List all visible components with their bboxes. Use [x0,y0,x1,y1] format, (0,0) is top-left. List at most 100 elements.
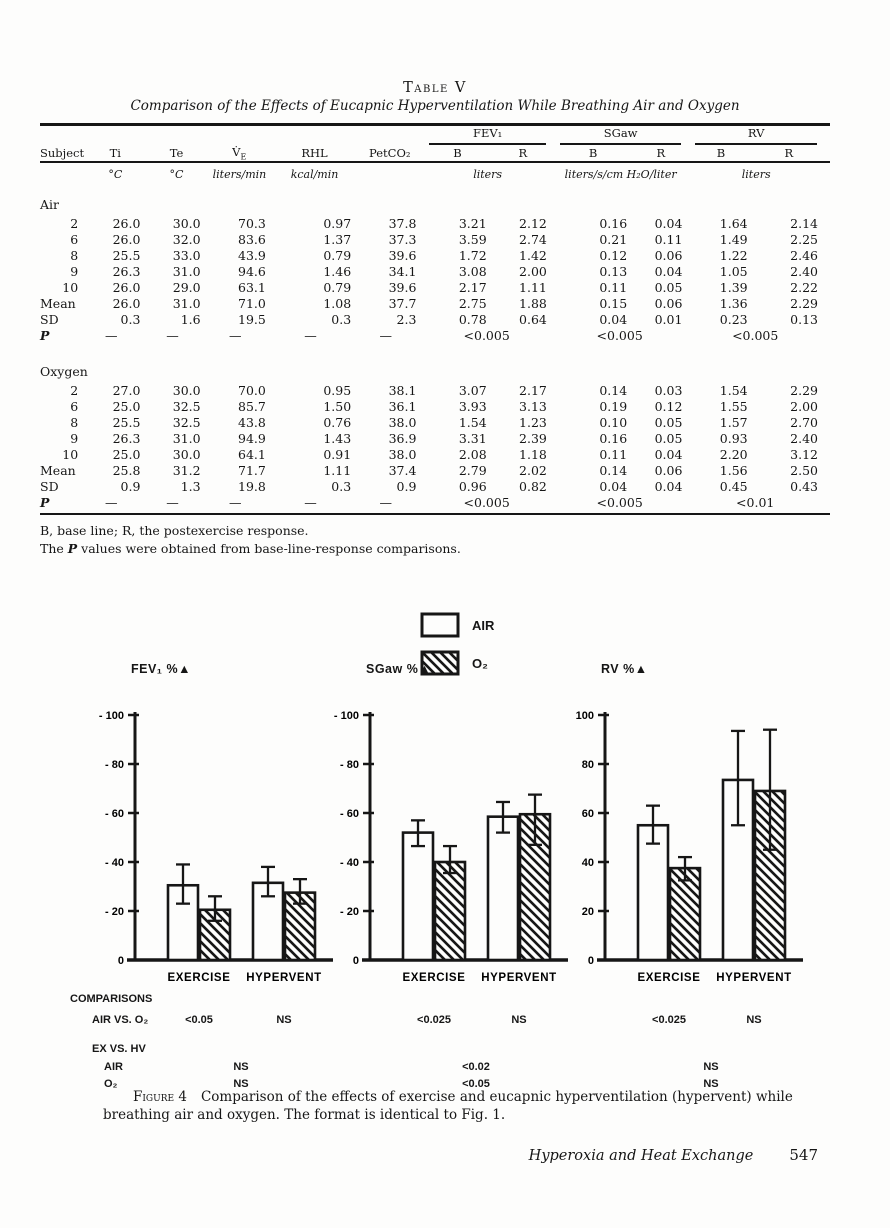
table-cell: 33.0 [172,247,201,263]
bar [401,831,435,962]
table-cell: 1.08 [323,295,352,311]
chart-sgaw: SGaw %▲ 0 - 20 - 40 - 60 - 80 - 100 EXERCISE HY… [320,662,570,998]
table-cell: 0.05 [654,430,683,446]
table-label: Table V [403,80,467,96]
col-sgaw-b: B [558,145,640,164]
table-cell: Mean [40,462,76,478]
table-cell: 64.1 [238,446,266,462]
chart-rv: RV %▲ 0 20 40 60 80 100 EXERCISE HYPERVENT [555,662,805,998]
table-cell: 0.19 [599,398,628,414]
table-cell: 3.59 [458,231,487,247]
table-cell: 26.0 [112,279,141,295]
table-cell: 31.0 [172,263,201,279]
table-cell: 25.0 [112,398,141,414]
table-cell: 34.1 [388,263,417,279]
table-cell: 0.43 [790,478,818,494]
group-sgaw: SGaw [559,125,695,145]
legend-item-o2: O₂ [420,650,494,677]
table-cell: Mean [40,295,76,311]
table-cell: 26.0 [112,215,141,231]
table-cell: 8 [70,414,79,430]
svg-text:HYPERVENT: HYPERVENT [716,972,791,984]
table-cell: 1.50 [323,398,352,414]
table-cell: 1.11 [323,462,352,478]
footnote-2: The P values were obtained from base-lin… [40,540,461,556]
table-cell: 3.13 [519,398,547,414]
table-cell: 6 [70,398,79,414]
table-cell: 0.91 [323,446,352,462]
col-te: Te [152,145,213,164]
bar [486,815,520,962]
table-cell: 37.7 [388,295,417,311]
svg-text:- 20: - 20 [105,906,124,918]
comparison-value: NS [703,1061,719,1073]
table-row: 2 27.0 30.0 70.0 0.95 38.1 3.07 2.17 0.14 0.03 1.5… [40,382,830,398]
table-cell: 0.04 [599,478,628,494]
table-cell: 71.0 [238,295,266,311]
p-value: <0.005 [463,494,510,510]
table-cell: 0.78 [458,311,487,327]
comparison-value: NS [511,1014,527,1026]
table-cell: 0.16 [599,430,628,446]
table-cell: 0.3 [331,478,352,494]
svg-text:- 100: - 100 [334,710,359,722]
table-cell: 3.31 [458,430,487,446]
table-row: Mean 25.8 31.2 71.7 1.11 37.4 2.79 2.02 0.14 0.06… [40,462,830,478]
table-cell: 1.56 [719,462,748,478]
table-cell: 2 [70,215,79,231]
table-cell: 26.3 [112,263,141,279]
table-cell: 0.06 [654,462,683,478]
table-cell: 26.0 [112,295,141,311]
table-cell: 43.9 [238,247,266,263]
table-cell: SD [40,478,59,494]
p-dash: — [304,327,317,343]
table-cell: 10 [62,279,79,295]
column-header-row: Subject Ti Te V̇E RHL PetCO₂ B R B R B R [40,145,830,164]
svg-text:0: 0 [353,955,359,967]
svg-text:- 100: - 100 [99,710,124,722]
table-cell: 2.46 [790,247,818,263]
svg-text:100: 100 [576,710,594,722]
table-cell: 1.37 [323,231,352,247]
table-cell: 0.05 [654,279,683,295]
comparison-value: NS [233,1061,249,1073]
table-cell: 0.3 [120,311,141,327]
table-cell: 31.2 [172,462,201,478]
table-cell: 3.93 [458,398,487,414]
bar [668,866,702,962]
table-cell: 70.0 [238,382,266,398]
table-row: 9 26.3 31.0 94.6 1.46 34.1 3.08 2.00 0.13 0.04 1.0… [40,263,830,279]
table-cell: 0.9 [396,478,417,494]
p-dash: — [166,327,179,343]
table-cell: 1.39 [719,279,748,295]
table-cell: 10 [62,446,79,462]
table-cell: 2.00 [519,263,547,279]
table-cell: 1.57 [719,414,748,430]
comparison-value: <0.02 [462,1061,490,1073]
p-row: P — — — — — <0.005 <0.005 <0.01 [40,494,830,514]
chart-sgaw-title: SGaw %▲ [366,662,432,676]
table-cell: 0.04 [654,478,683,494]
table-cell: 30.0 [172,215,201,231]
table-cell: 0.04 [599,311,628,327]
table-row: 10 26.0 29.0 63.1 0.79 39.6 2.17 1.11 0.11 0.05 1.… [40,279,830,295]
table-cell: 2 [70,382,79,398]
chart-sgaw-plot: 0 - 20 - 40 - 60 - 80 - 100 EXERCISE HYPERVENT [320,682,570,998]
table-cell: 32.0 [172,231,201,247]
table-footnotes: B, base line; R, the postexercise respon… [40,522,830,557]
table-cell: 2.00 [790,398,818,414]
table-title: Comparison of the Effects of Eucapnic Hy… [130,98,740,114]
table-cell: 38.1 [388,382,417,398]
table-row: 8 25.5 32.5 43.8 0.76 38.0 1.54 1.23 0.10 0.05 1.5… [40,414,830,430]
table-cell: 2.20 [719,446,748,462]
table-cell: 70.3 [238,215,266,231]
table-cell: 94.6 [238,263,266,279]
table-cell: 31.0 [172,295,201,311]
table-cell: 1.46 [323,263,352,279]
footnote-1: B, base line; R, the postexercise respon… [40,523,309,539]
p-value: <0.01 [736,494,775,510]
bar [283,891,317,962]
table-cell: 0.23 [719,311,748,327]
p-dash: — [105,494,118,510]
p-dash: — [228,494,242,510]
